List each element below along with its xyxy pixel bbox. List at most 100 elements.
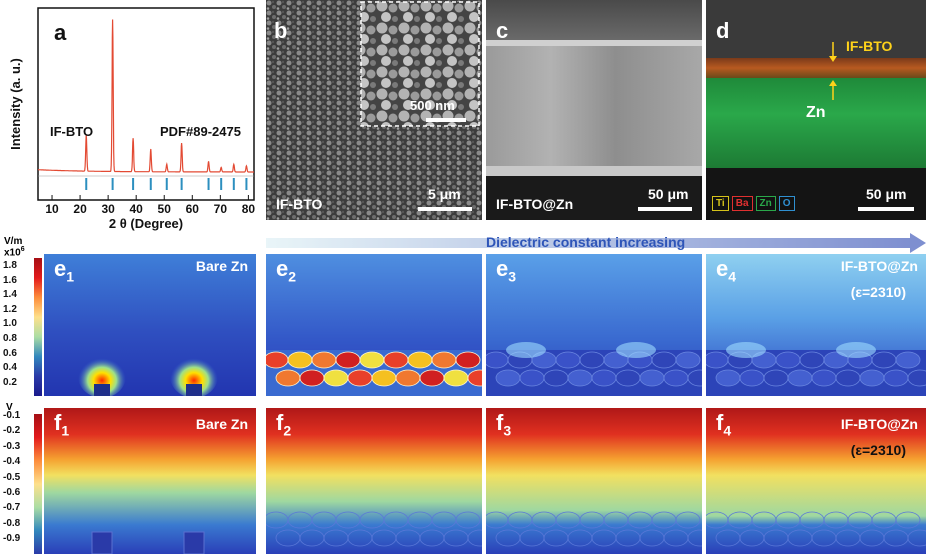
colorbar-tick-label: -0.8 (3, 517, 21, 529)
scale-bar (638, 207, 692, 211)
panel-c-sem-image: c IF-BTO@Zn 50 μm (486, 0, 702, 220)
bto-particle (287, 351, 313, 369)
colorbar-tick-label: -0.9 (3, 533, 21, 545)
bto-particle (739, 369, 765, 387)
bto-particle (407, 351, 433, 369)
bto-particle-outline (507, 511, 533, 529)
bto-particle (275, 369, 301, 387)
bto-particle (395, 369, 421, 387)
zn-map (706, 78, 926, 168)
bto-particle-outline (883, 529, 909, 547)
bto-particle (455, 351, 481, 369)
zn-protrusion (94, 384, 110, 396)
coating-layer (486, 0, 702, 40)
bto-particle (615, 369, 641, 387)
thickness-arrows-icon (829, 42, 837, 100)
colorbar-tick-label: 1.6 (3, 274, 17, 286)
bto-particle-outline (486, 511, 509, 529)
bto-particle (715, 369, 741, 387)
colorbar-tick-label: 1.8 (3, 260, 17, 271)
x-tick-label: 80 (242, 202, 256, 216)
potential-map (706, 511, 926, 547)
panel-f2: f2 (266, 408, 482, 554)
bto-particle (579, 351, 605, 369)
layer-label-zn: Zn (806, 104, 826, 121)
x-tick-label: 10 (45, 202, 59, 216)
zn-layer (486, 46, 702, 166)
panel-c-label: c (496, 18, 509, 43)
bto-particle-outline (627, 511, 653, 529)
colorbar-tick-label: -0.7 (3, 502, 21, 514)
panel-e1: e1 Bare Zn (44, 254, 256, 396)
colorbar-tick-label: 1.2 (3, 303, 17, 315)
bto-particle-outline (371, 529, 397, 547)
bto-particle (383, 351, 409, 369)
colorbar-tick-label: -0.1 (3, 410, 21, 421)
bto-particle (311, 351, 337, 369)
bto-particle (706, 351, 729, 369)
zn-protrusion (91, 531, 113, 554)
bto-particle (495, 369, 521, 387)
colorbar-f: V -0.1 -0.2 -0.3 -0.4 -0.5 -0.6 -0.7 -0.8 -0.9 (0, 402, 44, 554)
background-void (706, 168, 926, 220)
bto-particle-outline (823, 511, 849, 529)
bto-particle-outline (359, 511, 385, 529)
bto-particle (775, 351, 801, 369)
cbar-e-gradient (34, 258, 42, 396)
bto-particle (811, 369, 837, 387)
bto-particle (639, 369, 665, 387)
bto-particle-outline (347, 529, 373, 547)
colorbar-tick-label: 0.2 (3, 376, 17, 388)
bto-particle (799, 351, 825, 369)
bto-particle (555, 351, 581, 369)
panel-a-label: a (54, 20, 67, 45)
legend-swatch-o: O (778, 196, 795, 211)
bto-particle-outline (323, 529, 349, 547)
bto-particle-outline (455, 511, 481, 529)
field-map (78, 354, 218, 396)
bto-particle-outline (299, 529, 325, 547)
bto-particle-outline (419, 529, 445, 547)
bto-particle-outline (543, 529, 569, 547)
gradient-arrow-icon (266, 233, 926, 253)
bto-particle-outline (495, 529, 521, 547)
x-tick-label: 70 (214, 202, 228, 216)
field-glow (506, 342, 546, 358)
bto-particle (323, 369, 349, 387)
sample-tag: IF-BTO@Zn (496, 196, 574, 212)
bto-particle-outline (591, 529, 617, 547)
cbar-e-exponent: x106 (4, 246, 25, 259)
field-glow (616, 342, 656, 358)
bottom-edge (486, 166, 702, 176)
zn-protrusion (183, 531, 205, 554)
bto-layer-map (706, 58, 926, 78)
x-axis-label: 2 θ (Degree) (109, 216, 183, 231)
field-map (266, 350, 482, 396)
bto-particle (443, 369, 469, 387)
sample-label: IF-BTO (50, 124, 93, 139)
bto-particle-outline (395, 529, 421, 547)
bto-particle-outline (383, 511, 409, 529)
panel-title: IF-BTO@Zn (840, 258, 918, 274)
colorbar-tick-label: -0.2 (3, 425, 21, 437)
field-map (486, 342, 702, 396)
bto-particle-outline (287, 511, 313, 529)
bto-particle-outline (799, 511, 825, 529)
zn-protrusion (186, 384, 202, 396)
bto-particle-outline (763, 529, 789, 547)
panel-f1-label: f1 (54, 410, 70, 439)
bto-particle (371, 369, 397, 387)
bto-particle (519, 369, 545, 387)
y-axis-label: Intensity (a. u.) (8, 58, 23, 150)
bto-particle-outline (811, 529, 837, 547)
bto-particle (266, 351, 289, 369)
bto-particle (419, 369, 445, 387)
bto-particle-outline (751, 511, 777, 529)
bto-particle (883, 369, 909, 387)
x-tick-label: 30 (101, 202, 115, 216)
panel-f3: f3 (486, 408, 702, 554)
scale-text: 50 μm (866, 186, 907, 202)
bto-particle (431, 351, 457, 369)
bto-particle (543, 369, 569, 387)
bto-particle (687, 369, 702, 387)
